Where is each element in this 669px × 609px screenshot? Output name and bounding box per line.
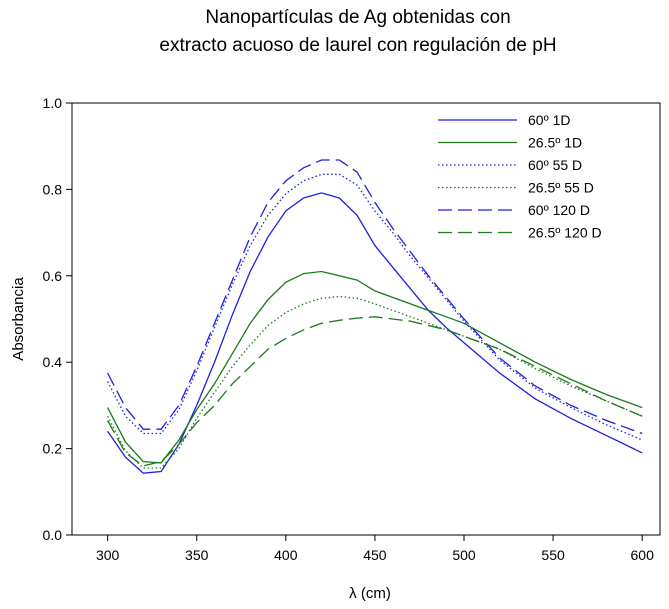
chart-title-line-2: extracto acuoso de laurel con regulación… [159,35,556,56]
x-tick-label: 550 [541,547,565,563]
series-line-6 [107,316,643,467]
x-tick-label: 300 [96,547,120,563]
legend: 60º 1D 26.5º 1D 60º 55 D 26.5º 55 D 60º 120 … [438,112,602,241]
y-tick-label: 0.4 [43,354,63,370]
y-tick-label: 0.0 [43,527,63,543]
y-tick-label: 0.2 [43,441,63,457]
legend-label-6: 26.5º 120 D [528,225,602,241]
plot-frame [71,102,661,536]
x-tick-label: 600 [631,547,655,563]
x-tick-label: 500 [452,547,476,563]
legend-label-4: 26.5º 55 D [528,180,594,196]
y-tick-label: 1.0 [43,95,63,111]
series-line-4 [107,295,643,469]
series-line-1 [107,192,643,474]
y-tick-label: 0.8 [43,181,63,197]
chart-title-line-1: Nanopartículas de Ag obtenidas con [205,7,510,28]
legend-label-1: 60º 1D [528,112,570,128]
legend-label-3: 60º 55 D [528,157,582,173]
x-tick-label: 400 [274,547,298,563]
x-tick-label: 350 [185,547,209,563]
plot-area [107,159,643,474]
y-axis-label: Absorbancia [10,277,27,361]
series-line-2 [107,270,643,464]
x-axis-label: λ (cm) [349,585,391,602]
series-line-5 [107,159,643,435]
legend-label-5: 60º 120 D [528,202,590,218]
axes: 300 350 400 450 500 550 600 0.0 0.2 0.4 0.6 0.8 1.0 [43,95,661,563]
x-tick-label: 450 [363,547,387,563]
legend-label-2: 26.5º 1D [528,135,582,151]
y-tick-label: 0.6 [43,268,63,284]
